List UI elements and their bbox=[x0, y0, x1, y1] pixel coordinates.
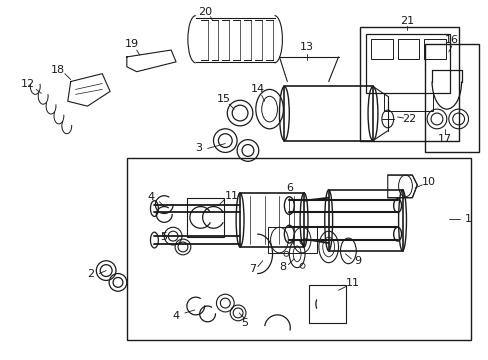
Bar bbox=[360, 27, 458, 141]
Bar bbox=[308, 285, 346, 323]
Text: 4: 4 bbox=[172, 311, 179, 321]
Text: 22: 22 bbox=[402, 114, 416, 124]
Bar bbox=[267, 227, 316, 253]
Bar bbox=[240, 193, 304, 247]
Text: 1: 1 bbox=[464, 215, 471, 224]
Text: 16: 16 bbox=[444, 35, 458, 45]
Bar bbox=[186, 198, 224, 237]
Text: 5: 5 bbox=[241, 318, 248, 328]
Text: 14: 14 bbox=[250, 84, 264, 94]
Text: 15: 15 bbox=[216, 94, 230, 104]
Text: 4: 4 bbox=[147, 192, 155, 202]
Text: 7: 7 bbox=[249, 264, 256, 274]
Text: 11: 11 bbox=[346, 278, 360, 288]
Text: 3: 3 bbox=[195, 144, 202, 153]
Text: 11: 11 bbox=[225, 191, 239, 201]
Text: 8: 8 bbox=[278, 262, 285, 272]
Text: 10: 10 bbox=[421, 177, 435, 187]
Bar bbox=[284, 86, 372, 141]
Bar bbox=[126, 158, 470, 341]
Bar bbox=[424, 44, 478, 152]
Text: 20: 20 bbox=[198, 6, 212, 17]
Text: 9: 9 bbox=[354, 256, 361, 266]
Bar bbox=[370, 39, 392, 59]
Bar bbox=[366, 34, 449, 93]
Text: 6: 6 bbox=[285, 183, 292, 193]
Bar bbox=[397, 39, 418, 59]
Bar bbox=[328, 190, 402, 251]
Text: 12: 12 bbox=[21, 78, 35, 89]
Text: 19: 19 bbox=[124, 39, 139, 49]
Text: 2: 2 bbox=[87, 269, 94, 279]
Text: 13: 13 bbox=[300, 42, 313, 52]
Text: 18: 18 bbox=[51, 65, 65, 75]
Text: 5: 5 bbox=[160, 232, 166, 242]
Text: 21: 21 bbox=[400, 15, 414, 26]
Bar bbox=[383, 93, 432, 111]
Bar bbox=[423, 39, 445, 59]
Text: 17: 17 bbox=[437, 134, 451, 144]
